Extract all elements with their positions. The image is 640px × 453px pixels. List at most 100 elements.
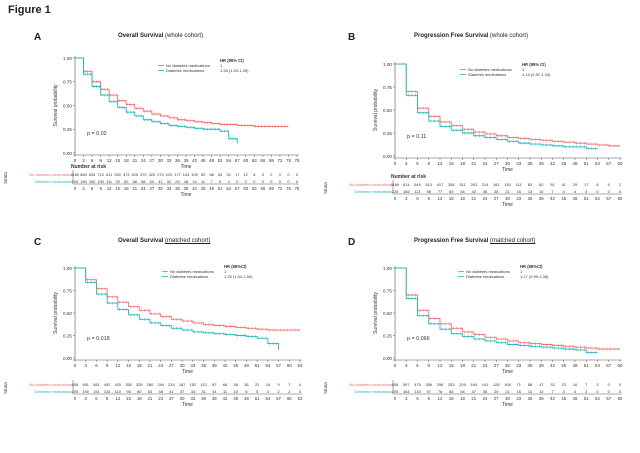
risk-cell: 356 [426, 382, 433, 387]
x-axis-label: Time [502, 369, 513, 375]
risk-x-tick-label: 6 [416, 196, 419, 201]
x-tick-label: 3 [82, 158, 85, 163]
risk-x-tick-label: 51 [255, 396, 260, 401]
series-line-no-diabetes [395, 63, 620, 147]
x-tick-label: 39 [539, 363, 544, 368]
x-tick-label: 54 [595, 363, 600, 368]
y-axis-label: Survival probability [53, 84, 59, 126]
series-line-diabetes [75, 267, 280, 350]
risk-x-tick-label: 39 [212, 396, 217, 401]
x-tick-label: 33 [516, 363, 521, 368]
risk-cell: 4 [574, 389, 577, 394]
risk-cell: 3 [596, 382, 598, 387]
risk-strata-label: Strata [323, 382, 328, 394]
risk-cell: 0 [619, 389, 622, 394]
risk-cell: 417 [437, 182, 444, 187]
x-tick-label: 45 [201, 158, 206, 163]
risk-cell: 110 [115, 389, 122, 394]
panel-d: 0.000.250.500.751.000 3 6 9 12 15 18 21 24 27 30 33… [323, 264, 623, 408]
x-tick-label: 48 [244, 363, 249, 368]
x-tick-label: 18 [124, 158, 129, 163]
risk-cell: 21 [505, 189, 509, 194]
risk-x-tick-label: 45 [201, 186, 206, 191]
risk-x-tick-label: 54 [266, 396, 271, 401]
risk-cell: 97 [427, 389, 431, 394]
risk-x-tick-label: 27 [150, 186, 155, 191]
risk-x-tick-label: 12 [438, 196, 443, 201]
x-axis-label: Time [181, 164, 192, 170]
risk-cell: 4 [563, 389, 566, 394]
y-tick-label: 0.75 [383, 288, 392, 293]
panel-letter-c: C [34, 237, 42, 248]
x-tick-label: 57 [606, 161, 611, 166]
x-axis-label: Time [502, 167, 513, 173]
risk-cell: 4 [563, 189, 566, 194]
legend-hr-value: 1 [220, 63, 223, 68]
risk-cell: 130 [414, 389, 421, 394]
legend-hr-value: 1.14 (0.97-1.33) [522, 72, 551, 77]
x-tick-label: 75 [286, 158, 291, 163]
risk-cell: 106 [504, 382, 511, 387]
x-tick-label: 60 [287, 363, 292, 368]
x-tick-label: 18 [460, 161, 465, 166]
risk-cell: 808 [392, 382, 399, 387]
risk-cell: 47 [472, 389, 476, 394]
risk-x-tick-label: 42 [550, 396, 555, 401]
risk-x-tick-label: 6 [95, 396, 98, 401]
risk-x-tick-label: 45 [561, 396, 566, 401]
risk-cell: 325 [136, 382, 143, 387]
risk-x-tick-label: 27 [494, 396, 499, 401]
risk-cell: 0 [608, 382, 611, 387]
risk-cell: 358 [448, 182, 455, 187]
legend-label: Diabetes medications [468, 72, 506, 77]
y-tick-label: 0.50 [63, 311, 72, 316]
x-tick-label: 39 [212, 363, 217, 368]
risk-cell: 10 [234, 389, 239, 394]
risk-x-tick-label: 57 [606, 196, 611, 201]
y-tick-label: 0.00 [63, 356, 72, 361]
x-tick-label: 57 [235, 158, 240, 163]
risk-x-tick-label: 33 [167, 186, 172, 191]
risk-cell: 7 [551, 389, 553, 394]
risk-cell: 16 [517, 389, 521, 394]
risk-x-tick-label: 36 [175, 186, 180, 191]
risk-cell: 0 [299, 389, 302, 394]
risk-x-tick-label: 3 [405, 396, 408, 401]
risk-x-tick-label: 33 [516, 396, 521, 401]
risk-x-tick-label: 39 [539, 396, 544, 401]
risk-cell: 370 [140, 172, 147, 177]
risk-cell: 16 [266, 382, 270, 387]
risk-cell: 34 [191, 389, 196, 394]
risk-cell: 0 [296, 179, 299, 184]
risk-cell: 4 [228, 179, 231, 184]
risk-cell: 32 [167, 179, 171, 184]
risk-x-tick-label: 15 [115, 186, 120, 191]
risk-cell: 36 [483, 389, 487, 394]
risk-cell: 13 [528, 389, 532, 394]
y-tick-label: 0.00 [63, 151, 72, 156]
risk-strata-label: Strata [323, 182, 328, 194]
risk-cell: 209 [459, 382, 466, 387]
risk-cell: 597 [403, 382, 410, 387]
risk-cell: 1169 [391, 182, 399, 187]
risk-cell: 58 [528, 382, 532, 387]
risk-cell: 691 [82, 382, 89, 387]
x-tick-label: 57 [606, 363, 611, 368]
x-tick-label: 51 [218, 158, 223, 163]
risk-x-tick-label: 15 [449, 396, 454, 401]
risk-cell: 187 [179, 382, 186, 387]
risk-cell: 165 [403, 189, 410, 194]
risk-x-tick-label: 21 [471, 196, 476, 201]
x-tick-label: 24 [158, 363, 163, 368]
risk-cell: 298 [437, 382, 444, 387]
risk-cell: 63 [148, 389, 152, 394]
panel-title-c: Overall Survival (matched cohort) [118, 238, 210, 244]
risk-cell: 4 [299, 382, 302, 387]
risk-cell: 62 [539, 182, 543, 187]
x-tick-label: 42 [192, 158, 197, 163]
panel-title-b-main: Progression Free Survival [414, 33, 489, 39]
y-tick-label: 1.00 [383, 266, 392, 271]
x-tick-label: 9 [428, 161, 431, 166]
y-tick-label: 0.00 [383, 154, 392, 159]
risk-x-tick-label: 3 [405, 196, 408, 201]
